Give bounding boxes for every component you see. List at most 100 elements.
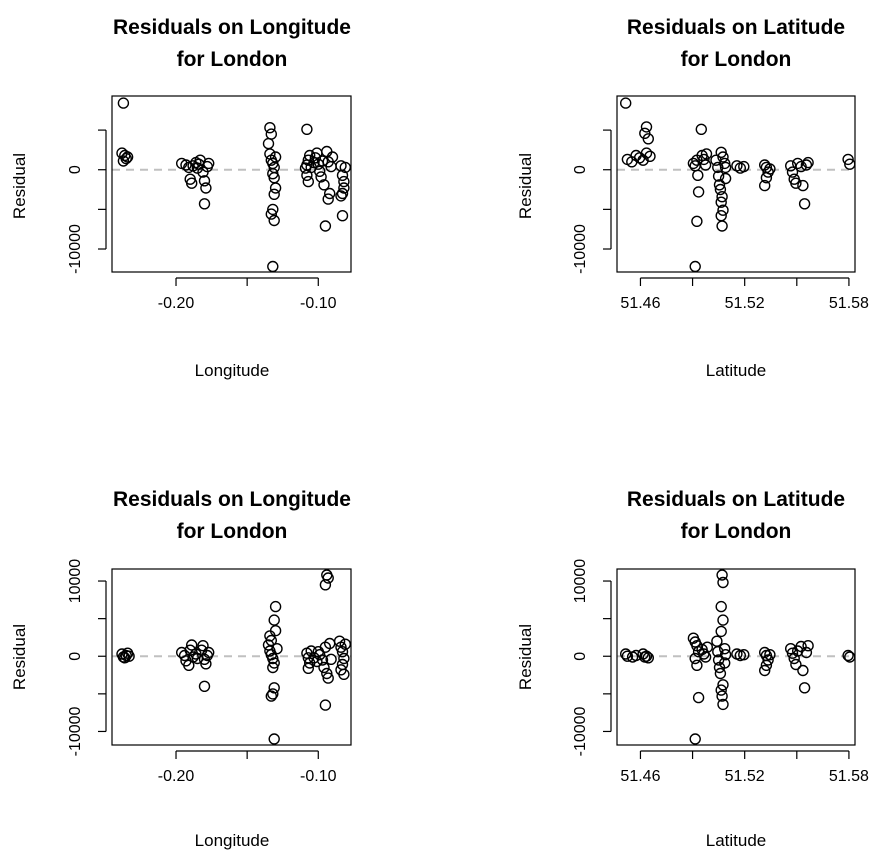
data-point — [716, 690, 728, 702]
data-point — [200, 658, 212, 670]
data-point — [314, 165, 326, 178]
plot-frame — [111, 95, 352, 273]
data-point — [267, 260, 279, 273]
data-point — [198, 680, 211, 692]
data-point — [321, 145, 333, 158]
y-tick-label: 0 — [67, 652, 84, 661]
data-point — [319, 699, 332, 711]
title-line-1: Residuals on Latitude — [627, 16, 845, 39]
data-point — [786, 647, 799, 659]
data-point — [695, 123, 707, 136]
data-point — [692, 169, 704, 182]
data-point — [316, 155, 329, 167]
y-axis-label: Residual — [516, 153, 535, 219]
data-point — [711, 635, 723, 647]
data-point — [719, 643, 731, 655]
x-tick-label: -0.10 — [300, 768, 337, 785]
data-point — [268, 733, 280, 745]
data-point — [738, 649, 750, 661]
data-point — [712, 646, 724, 658]
x-tick-label: -0.20 — [158, 768, 195, 785]
data-point — [339, 161, 351, 174]
data-point — [717, 698, 729, 711]
x-axis-label: Latitude — [706, 361, 767, 380]
data-point — [797, 179, 809, 192]
data-point — [267, 661, 279, 674]
data-point — [719, 172, 732, 185]
data-point — [798, 682, 811, 694]
plot-area: -0.20 -0.10 -10000 0 — [67, 95, 352, 312]
data-point — [325, 653, 337, 665]
title-line-1: Residuals on Longitude — [113, 488, 351, 511]
x-axis-label: Latitude — [706, 831, 767, 850]
y-tick-label: -10000 — [572, 706, 589, 756]
data-point — [190, 648, 202, 660]
y-axis-label: Residual — [10, 624, 29, 690]
y-tick-label: 0 — [572, 165, 589, 174]
data-point — [639, 127, 651, 140]
data-point — [268, 657, 280, 669]
title-line-2: for London — [681, 520, 792, 543]
data-point — [265, 128, 277, 140]
data-point — [802, 156, 814, 169]
data-point — [338, 668, 350, 680]
y-tick-label: 10000 — [572, 559, 589, 604]
data-point — [120, 152, 132, 165]
data-point — [309, 152, 322, 164]
data-point — [717, 679, 729, 691]
data-point — [185, 639, 198, 651]
plot-frame — [616, 95, 856, 273]
data-point — [762, 654, 774, 666]
data-point — [269, 151, 282, 163]
data-point — [716, 190, 728, 203]
data-point — [117, 97, 130, 109]
data-point — [759, 179, 771, 192]
data-point — [316, 654, 329, 666]
data-point — [633, 152, 646, 164]
data-point — [269, 625, 282, 637]
data-point — [714, 183, 727, 196]
data-point — [267, 688, 279, 700]
data-point — [716, 220, 728, 232]
y-tick-label: 0 — [572, 652, 589, 661]
data-point — [738, 160, 750, 173]
data-point — [715, 196, 727, 208]
data-point — [692, 691, 705, 704]
data-point — [271, 643, 283, 655]
data-point — [202, 157, 215, 170]
data-point — [712, 170, 725, 182]
data-point — [800, 646, 813, 659]
data-point — [719, 649, 732, 661]
x-tick-label: -0.20 — [158, 295, 195, 312]
data-point — [184, 644, 196, 656]
data-point — [197, 640, 209, 652]
data-point — [299, 162, 312, 174]
data-point — [338, 652, 350, 665]
data-point — [700, 148, 713, 160]
plot-area: 51.46 51.52 51.58 -10000 0 — [572, 95, 869, 312]
data-point — [198, 175, 211, 187]
data-point — [319, 579, 332, 591]
data-point — [764, 163, 776, 175]
data-point — [698, 153, 710, 166]
data-point — [644, 150, 656, 163]
data-point — [336, 169, 349, 182]
data-point — [200, 182, 212, 194]
y-tick-label: -10000 — [572, 224, 589, 274]
data-point — [333, 635, 346, 647]
data-point — [315, 171, 327, 183]
data-point — [689, 733, 701, 745]
data-point — [267, 652, 279, 665]
data-point — [268, 214, 280, 227]
data-point — [689, 260, 701, 273]
data-point — [788, 652, 800, 665]
data-point — [717, 151, 729, 163]
data-point — [324, 187, 336, 200]
panel-latitude-bottom: Residuals on Latitude for London Latitud… — [516, 488, 869, 850]
y-axis-label: Residual — [10, 153, 29, 219]
data-point — [264, 121, 276, 134]
data-point — [185, 177, 198, 189]
data-point — [336, 187, 349, 200]
data-point — [786, 166, 799, 178]
data-point — [642, 652, 654, 664]
